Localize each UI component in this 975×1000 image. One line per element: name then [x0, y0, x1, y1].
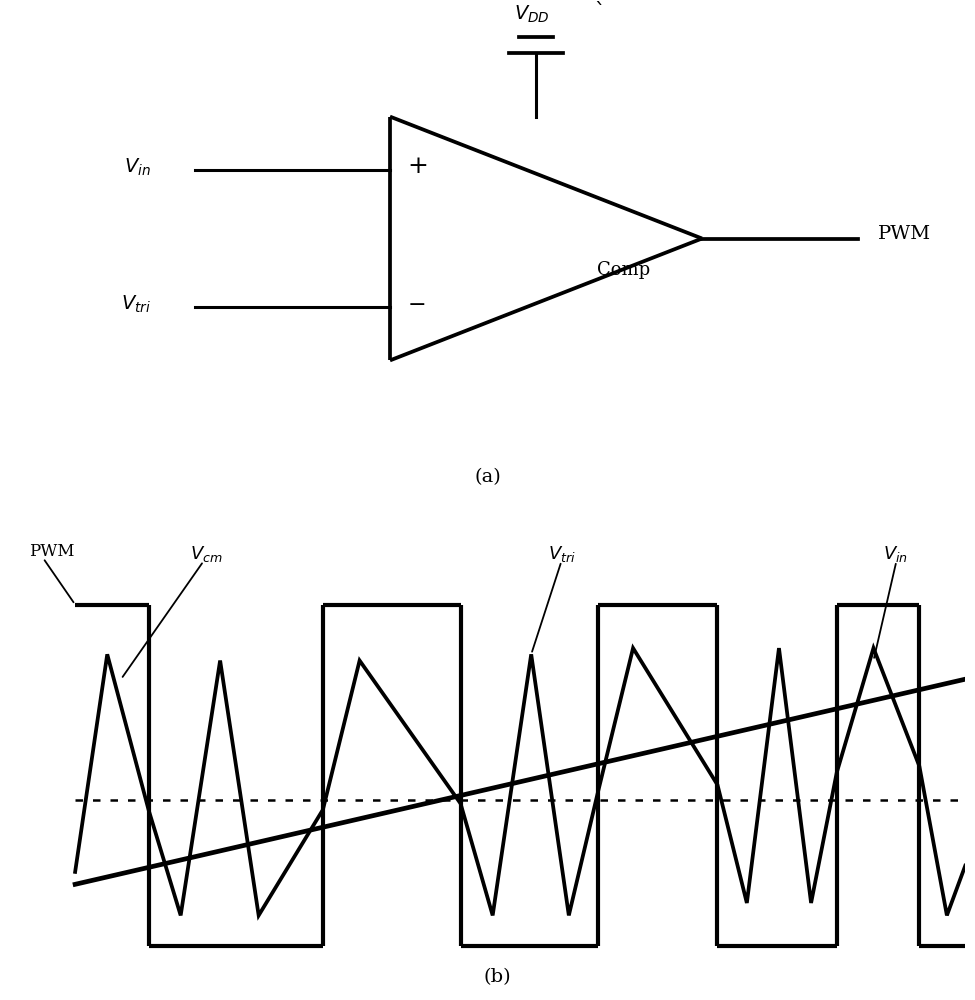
- Text: −: −: [408, 294, 426, 316]
- Text: $V_{tri}$: $V_{tri}$: [548, 544, 575, 564]
- Text: PWM: PWM: [878, 225, 930, 243]
- Text: $V_{in}$: $V_{in}$: [882, 544, 908, 564]
- Text: $V_{in}$: $V_{in}$: [124, 156, 151, 178]
- Text: $V_{cm}$: $V_{cm}$: [190, 544, 222, 564]
- Text: `: `: [595, 2, 604, 22]
- Text: +: +: [408, 155, 428, 178]
- Text: (b): (b): [484, 969, 511, 987]
- Text: Comp: Comp: [598, 261, 650, 279]
- Text: $V_{tri}$: $V_{tri}$: [121, 294, 151, 315]
- Text: $V_{DD}$: $V_{DD}$: [514, 4, 549, 25]
- Text: PWM: PWM: [29, 543, 75, 560]
- Text: (a): (a): [474, 468, 501, 486]
